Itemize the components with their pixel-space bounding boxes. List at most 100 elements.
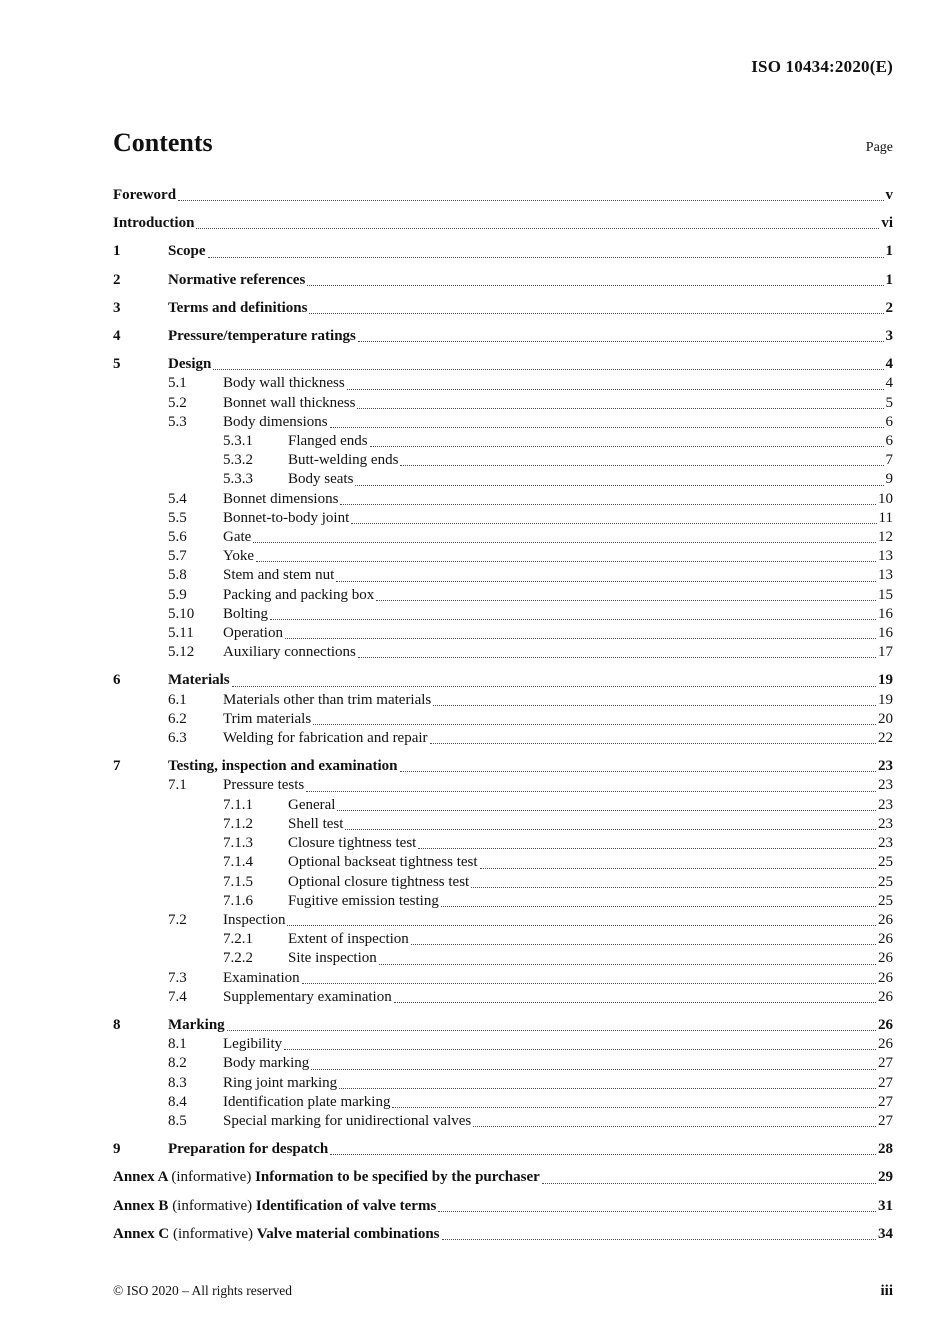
toc-entry: 7.2 Inspection 26 bbox=[113, 911, 893, 930]
dotted-leader bbox=[400, 465, 884, 467]
toc-entry: 5.4 Bonnet dimensions 10 bbox=[113, 490, 893, 509]
toc-entry: 5.11 Operation 16 bbox=[113, 624, 893, 643]
toc-entry: 8.5 Special marking for unidirectional v… bbox=[113, 1112, 893, 1131]
entry-label: Bonnet dimensions bbox=[223, 490, 339, 507]
doc-reference: ISO 10434:2020(E) bbox=[751, 57, 893, 76]
entry-label: Identification plate marking bbox=[223, 1093, 391, 1110]
entry-page-number: 27 bbox=[878, 1055, 893, 1072]
toc-entry: 1 Scope 1 bbox=[113, 242, 893, 261]
entry-number: 7.1.5 bbox=[223, 873, 253, 890]
toc-entry: 7.1.1 General 23 bbox=[113, 796, 893, 815]
dotted-leader bbox=[196, 228, 880, 230]
entry-page-number: 23 bbox=[878, 796, 893, 813]
toc-entry: 6.3 Welding for fabrication and repair 2… bbox=[113, 729, 893, 748]
entry-page-number: 11 bbox=[878, 509, 893, 526]
entry-page-number: 7 bbox=[885, 452, 894, 469]
entry-number: 7.3 bbox=[168, 969, 187, 986]
toc-entry: Annex B (informative) Identification of … bbox=[113, 1197, 893, 1216]
toc-entry: 7.1.6 Fugitive emission testing 25 bbox=[113, 892, 893, 911]
entry-page-number: 6 bbox=[885, 433, 894, 450]
dotted-leader bbox=[226, 1030, 876, 1032]
entry-page-number: 15 bbox=[878, 586, 893, 603]
entry-page-number: 26 bbox=[878, 931, 893, 948]
entry-page-number: 10 bbox=[878, 490, 893, 507]
entry-number: 6 bbox=[113, 672, 121, 689]
entry-label: Butt-welding ends bbox=[288, 452, 399, 469]
entry-label: Preparation for despatch bbox=[168, 1141, 329, 1158]
entry-number: 5.3 bbox=[168, 413, 187, 430]
entry-label: Closure tightness test bbox=[288, 835, 417, 852]
toc-entry: 5 Design 4 bbox=[113, 355, 893, 374]
title-row: Contents Page bbox=[113, 128, 893, 158]
entry-label: Operation bbox=[223, 625, 283, 642]
entry-page-number: 26 bbox=[878, 950, 893, 967]
entry-label: Testing, inspection and examination bbox=[168, 758, 398, 775]
entry-number: 6.1 bbox=[168, 691, 187, 708]
entry-label: Welding for fabrication and repair bbox=[223, 730, 428, 747]
dotted-leader bbox=[311, 1068, 876, 1070]
toc-entry: 5.3.2 Butt-welding ends 7 bbox=[113, 451, 893, 470]
entry-page-number: 26 bbox=[878, 988, 893, 1005]
entry-page-number: 27 bbox=[878, 1074, 893, 1091]
dotted-leader bbox=[336, 580, 876, 582]
entry-label: Optional backseat tightness test bbox=[288, 854, 478, 871]
entry-number: 7.1 bbox=[168, 777, 187, 794]
dotted-leader bbox=[339, 1087, 876, 1089]
toc-entry: 8.1 Legibility 26 bbox=[113, 1035, 893, 1054]
dotted-leader bbox=[306, 790, 876, 792]
entry-page-number: 13 bbox=[878, 567, 893, 584]
dotted-leader bbox=[479, 867, 876, 869]
entry-label: Gate bbox=[223, 529, 252, 546]
entry-number: 5.3.3 bbox=[223, 471, 253, 488]
toc-entry: Annex C (informative) Valve material com… bbox=[113, 1225, 893, 1244]
entry-page-number: 25 bbox=[878, 892, 893, 909]
toc-entry: 5.3.1 Flanged ends 6 bbox=[113, 432, 893, 451]
entry-label: Legibility bbox=[223, 1036, 283, 1053]
entry-page-number: 29 bbox=[878, 1169, 893, 1186]
entry-label: Auxiliary connections bbox=[223, 644, 356, 661]
entry-label: General bbox=[288, 796, 336, 813]
toc-entry: 7.1.3 Closure tightness test 23 bbox=[113, 834, 893, 853]
entry-label: Special marking for unidirectional valve… bbox=[223, 1112, 472, 1129]
entry-page-number: 26 bbox=[878, 969, 893, 986]
toc-entry: Annex A (informative) Information to be … bbox=[113, 1168, 893, 1187]
page-title: Contents bbox=[113, 128, 213, 157]
toc-entry: 8.3 Ring joint marking 27 bbox=[113, 1074, 893, 1093]
dotted-leader bbox=[345, 829, 876, 831]
entry-page-number: 13 bbox=[878, 548, 893, 565]
dotted-leader bbox=[329, 427, 884, 429]
toc-entry: 5.9 Packing and packing box 15 bbox=[113, 586, 893, 605]
toc-entry: 5.12 Auxiliary connections 17 bbox=[113, 643, 893, 662]
entry-label: Body dimensions bbox=[223, 413, 328, 430]
toc-entry: 7.1.5 Optional closure tightness test 25 bbox=[113, 873, 893, 892]
toc-entry: Foreword v bbox=[113, 186, 893, 205]
copyright-notice: © ISO 2020 – All rights reserved bbox=[113, 1283, 292, 1298]
toc-entry: 2 Normative references 1 bbox=[113, 271, 893, 290]
dotted-leader bbox=[284, 1049, 876, 1051]
entry-number: 7.1.6 bbox=[223, 892, 253, 909]
dotted-leader bbox=[429, 743, 876, 745]
dotted-leader bbox=[284, 638, 876, 640]
entry-label: Packing and packing box bbox=[223, 586, 375, 603]
entry-number: 8 bbox=[113, 1016, 121, 1033]
entry-page-number: 26 bbox=[878, 1016, 893, 1033]
entry-label: Scope bbox=[168, 243, 206, 260]
entry-number: 5.11 bbox=[168, 625, 194, 642]
dotted-leader bbox=[340, 503, 876, 505]
entry-page-number: v bbox=[885, 187, 894, 203]
dotted-leader bbox=[231, 685, 876, 687]
toc-entry: 5.6 Gate 12 bbox=[113, 528, 893, 547]
entry-page-number: 20 bbox=[878, 710, 893, 727]
dotted-leader bbox=[207, 256, 884, 258]
entry-page-number: 27 bbox=[878, 1093, 893, 1110]
entry-number: 5.10 bbox=[168, 605, 195, 622]
entry-page-number: 25 bbox=[878, 854, 893, 871]
entry-page-number: 3 bbox=[885, 328, 894, 345]
entry-page-number: 34 bbox=[878, 1225, 893, 1242]
entry-label: Marking bbox=[168, 1016, 225, 1033]
entry-label: Design bbox=[168, 356, 212, 373]
entry-page-number: 28 bbox=[878, 1141, 893, 1158]
entry-number: 5.3.2 bbox=[223, 452, 253, 469]
entry-page-number: 17 bbox=[878, 644, 893, 661]
dotted-leader bbox=[270, 619, 876, 621]
